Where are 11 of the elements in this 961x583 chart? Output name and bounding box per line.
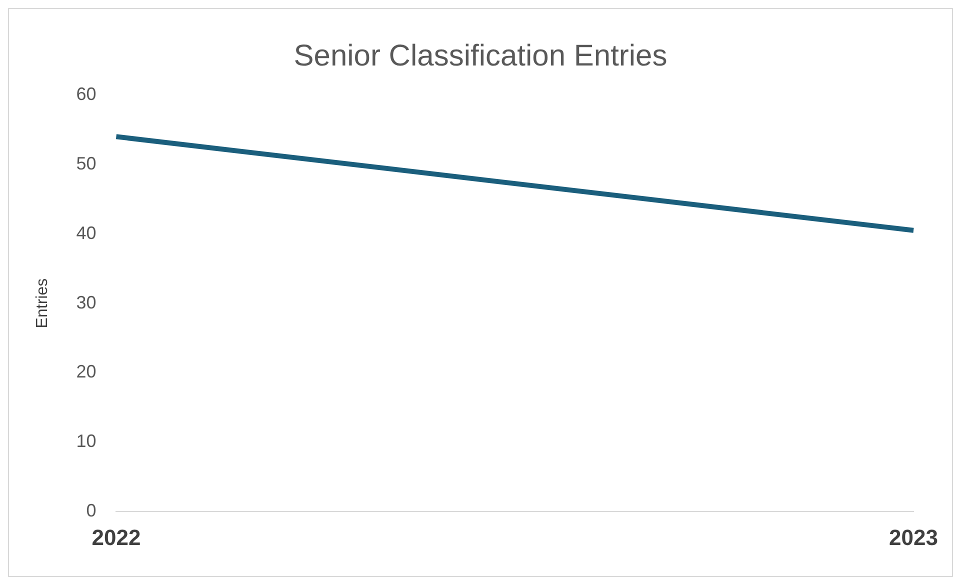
chart-title: Senior Classification Entries — [294, 39, 668, 72]
x-tick-label: 2023 — [889, 524, 938, 550]
y-axis-title: Entries — [34, 278, 52, 328]
y-tick-label: 0 — [86, 500, 96, 521]
y-tick-label: 10 — [76, 431, 96, 452]
y-tick-label: 30 — [76, 292, 96, 312]
y-tick-label: 40 — [76, 222, 96, 243]
y-tick-label: 20 — [76, 362, 96, 382]
y-tick-label: 60 — [76, 84, 96, 104]
y-tick-label: 50 — [76, 153, 96, 174]
x-tick-label: 2022 — [92, 524, 141, 550]
